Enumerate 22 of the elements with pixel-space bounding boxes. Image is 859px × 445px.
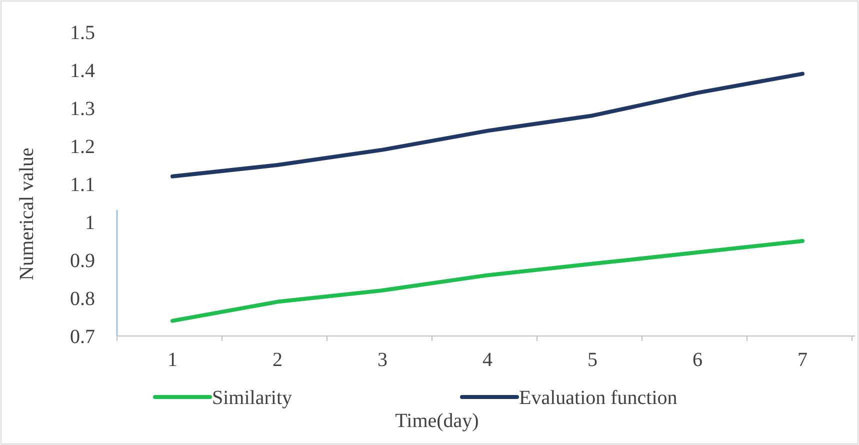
y-tick-label: 0.9 xyxy=(70,250,95,272)
legend-label: Evaluation function xyxy=(519,387,678,409)
x-tick-label: 3 xyxy=(378,349,388,371)
legend-label: Similarity xyxy=(212,387,292,409)
y-tick-label: 1.4 xyxy=(70,60,95,82)
y-tick-label: 0.7 xyxy=(70,326,95,348)
y-tick-label: 1.2 xyxy=(70,136,95,158)
x-tick-label: 1 xyxy=(168,349,178,371)
x-tick-label: 5 xyxy=(588,349,598,371)
y-tick-label: 1.3 xyxy=(70,98,95,120)
x-tick-label: 6 xyxy=(692,349,702,371)
x-tick-label: 2 xyxy=(272,349,282,371)
y-tick-label: 0.8 xyxy=(70,288,95,310)
line-series xyxy=(170,72,804,178)
x-axis-title: Time(day) xyxy=(395,410,479,432)
x-tick-label: 7 xyxy=(798,349,808,371)
line-series xyxy=(170,239,804,323)
y-axis-title: Numerical value xyxy=(16,148,38,280)
y-tick-label: 1 xyxy=(85,212,95,234)
x-tick-label: 4 xyxy=(482,349,492,371)
y-tick-label: 1.1 xyxy=(70,174,95,196)
y-tick-label: 1.5 xyxy=(70,22,95,44)
